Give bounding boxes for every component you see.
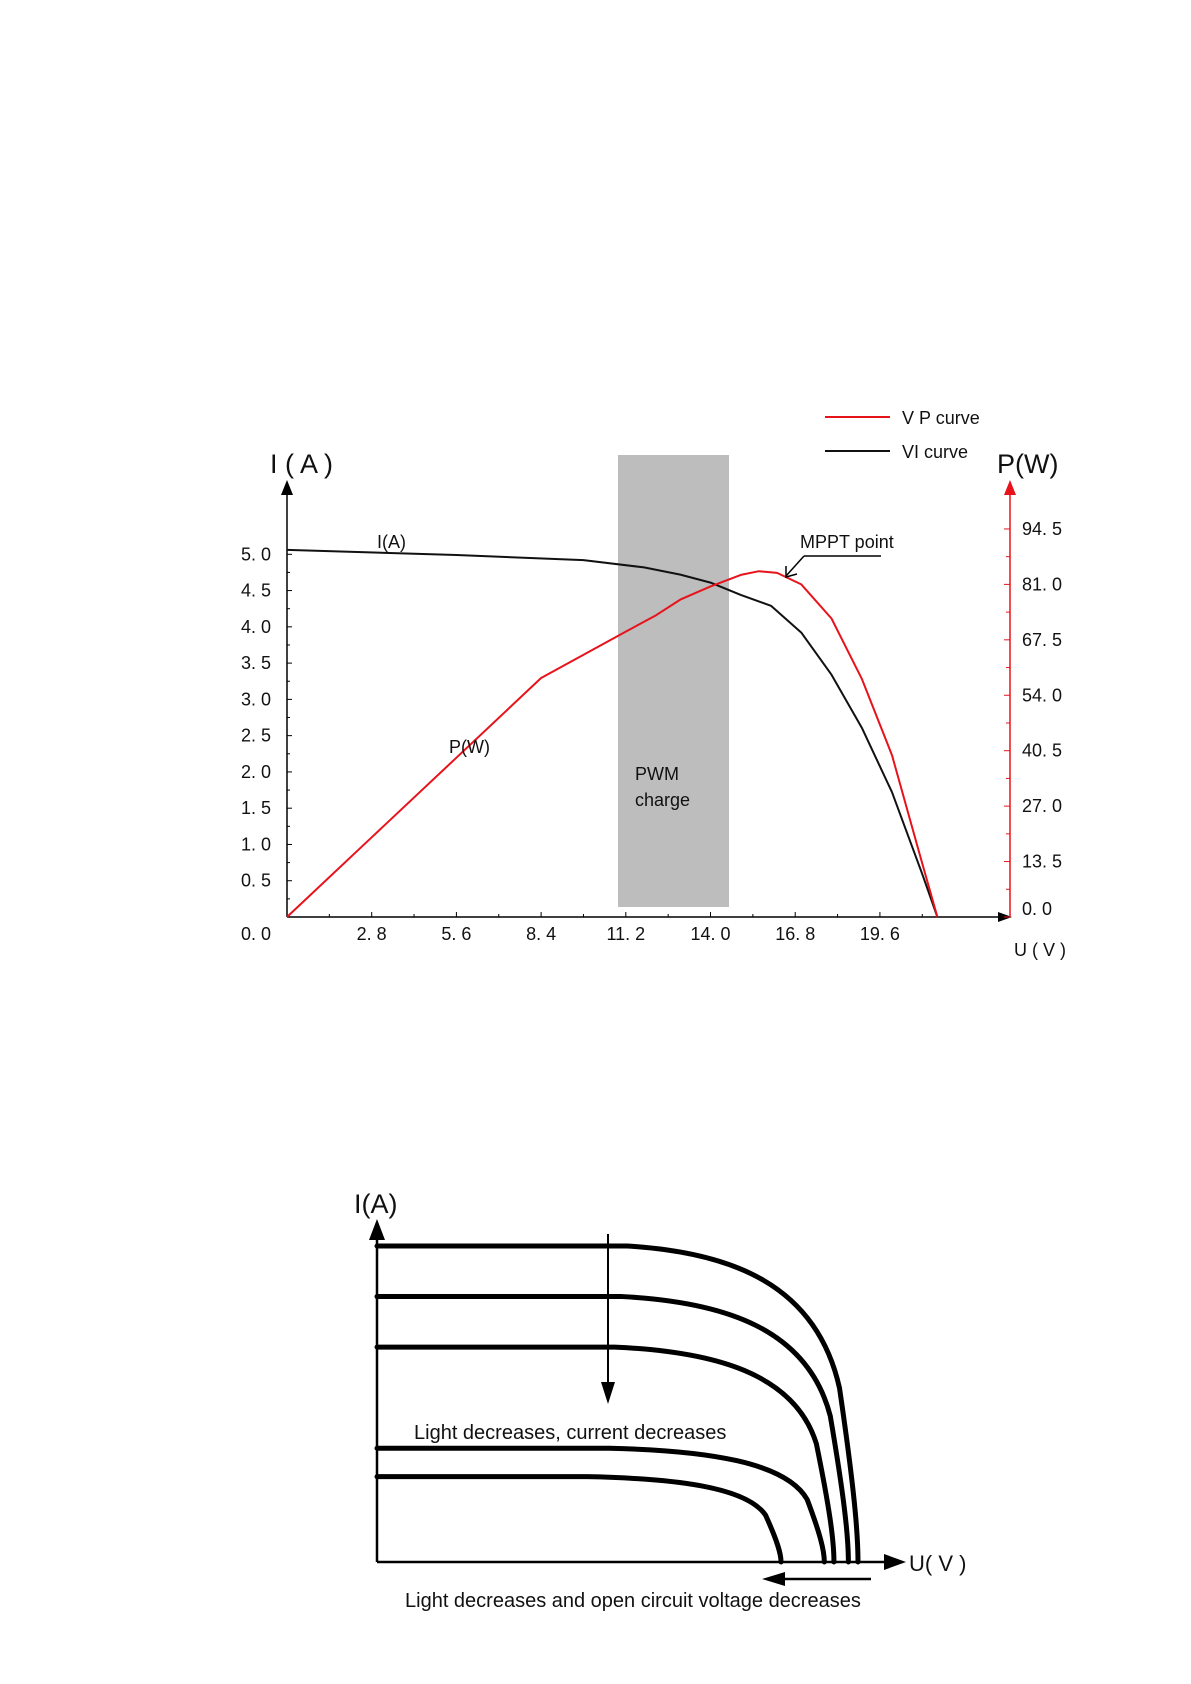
legend-vp-label: V P curve	[902, 408, 980, 428]
right-y-axis-arrow-icon	[1004, 480, 1016, 495]
vp-curve-label: P(W)	[449, 737, 490, 757]
right-y-tick-label: 27. 0	[1022, 796, 1062, 816]
pwm-charge-label-line2: charge	[635, 790, 690, 810]
left-y-tick-label: 5. 0	[241, 544, 271, 564]
right-y-axis-title: P(W)	[997, 449, 1058, 479]
x-tick-label: 14. 0	[690, 924, 730, 944]
left-y-axis-title: I ( A )	[270, 449, 333, 479]
pwm-charge-label-line1: PWM	[635, 764, 679, 784]
x-tick-label: 11. 2	[606, 924, 645, 944]
series-group	[286, 548, 939, 918]
left-y-tick-label: 2. 5	[241, 726, 271, 746]
x-tick-label: 16. 8	[775, 924, 815, 944]
x-tick-label: 5. 6	[441, 924, 471, 944]
mppt-arrow-icon	[785, 566, 798, 578]
mppt-leader-line-diagonal	[785, 555, 805, 577]
left-y-tick-label: 4. 5	[241, 581, 271, 601]
vi-curve-label: I(A)	[377, 532, 406, 552]
left-y-tick-label: 1. 0	[241, 834, 271, 854]
left-y-tick-label: 3. 5	[241, 653, 271, 673]
left-y-tick-label: 1. 5	[241, 798, 271, 818]
x-tick-label: 2. 8	[357, 924, 387, 944]
left-y-tick-label: 3. 0	[241, 689, 271, 709]
mppt-point-label: MPPT point	[800, 532, 894, 552]
right-y-tick-label: 94. 5	[1022, 519, 1062, 539]
x-tick-label: 0. 0	[241, 924, 271, 944]
left-y-tick-label: 2. 0	[241, 762, 271, 782]
legend-vi-label: VI curve	[902, 442, 968, 462]
x-tick-label: 19. 6	[860, 924, 900, 944]
right-y-tick-label: 81. 0	[1022, 574, 1062, 594]
x-axis-title: U ( V )	[1014, 940, 1066, 960]
right-y-tick-label: 0. 0	[1022, 899, 1052, 919]
pwm-charge-region	[618, 455, 729, 907]
vi-curve-line	[286, 548, 939, 918]
right-y-tick-label: 13. 5	[1022, 852, 1062, 872]
vp-curve-line	[286, 570, 939, 918]
right-y-tick-label: 40. 5	[1022, 741, 1062, 761]
right-y-tick-label: 67. 5	[1022, 630, 1062, 650]
x-tick-label: 8. 4	[526, 924, 556, 944]
right-y-tick-label: 54. 0	[1022, 685, 1062, 705]
legend: V P curve VI curve	[825, 408, 980, 462]
left-y-tick-label: 0. 5	[241, 871, 271, 891]
tick-labels: 0. 0 2. 8 5. 6 8. 4 11. 2 14. 0 16. 8 19. 6 0. 5…	[241, 519, 1062, 944]
left-y-tick-label: 4. 0	[241, 617, 271, 637]
left-y-axis-arrow-icon	[281, 480, 293, 495]
axis-ticks	[287, 528, 1010, 918]
